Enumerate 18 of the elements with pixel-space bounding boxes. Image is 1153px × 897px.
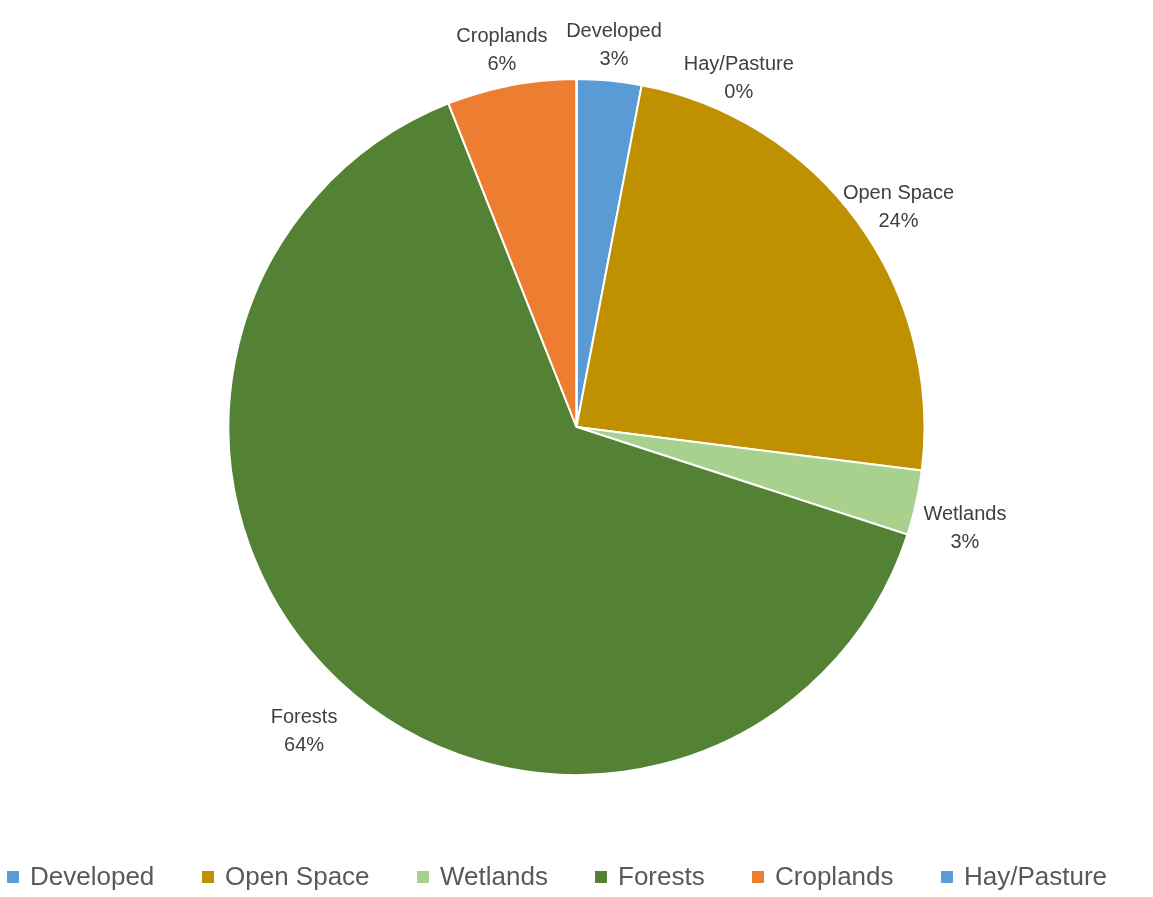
data-label: 3%	[599, 46, 629, 69]
legend-label: Wetlands	[440, 861, 548, 891]
slice-label: Croplands	[456, 24, 548, 47]
data-label: 64%	[284, 733, 325, 756]
slice-label: Wetlands	[923, 501, 1007, 524]
legend-label: Croplands	[775, 861, 894, 891]
legend-label: Hay/Pasture	[964, 861, 1108, 891]
text: 0%	[724, 79, 754, 102]
data-label: 6%	[487, 52, 517, 75]
legend-label: Developed	[30, 861, 155, 891]
data-label: 3%	[950, 529, 980, 552]
legend-label: Forests	[618, 861, 705, 891]
data-label: 24%	[878, 209, 919, 232]
slice-label: Developed	[566, 18, 662, 41]
category-label: Hay/Pasture	[683, 51, 794, 74]
slice-label: Open Space	[842, 181, 955, 204]
legend-label: Open Space	[225, 861, 370, 891]
slice-label: Forests	[270, 705, 338, 728]
